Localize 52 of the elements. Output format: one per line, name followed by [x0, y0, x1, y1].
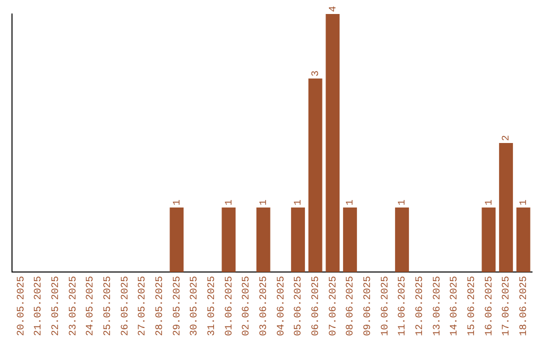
x-tick-label: 04.06.2025: [276, 276, 288, 336]
data-label: 4: [328, 6, 340, 12]
bar: [482, 207, 496, 272]
data-label: 1: [484, 199, 496, 206]
x-tick-label: 31.05.2025: [206, 276, 218, 336]
bar: [499, 142, 513, 272]
data-label: 1: [518, 199, 530, 206]
x-tick-label: 01.06.2025: [224, 276, 236, 336]
x-tick-label: 28.05.2025: [154, 276, 166, 336]
data-label: 1: [224, 199, 236, 206]
data-label: 1: [294, 199, 305, 206]
x-tick-label: 13.06.2025: [432, 276, 444, 336]
bar: [308, 78, 322, 272]
x-tick-label: 11.06.2025: [398, 276, 409, 336]
x-tick-label: 26.05.2025: [120, 276, 132, 336]
bar: [395, 207, 409, 272]
x-tick-label: 27.05.2025: [138, 276, 149, 336]
x-tick-label: 15.06.2025: [466, 276, 478, 336]
data-label: 1: [258, 199, 270, 206]
x-tick-label: 22.05.2025: [50, 276, 62, 336]
x-tick-label: 23.05.2025: [68, 276, 80, 336]
data-label: 1: [346, 199, 357, 206]
x-tick-label: 16.06.2025: [484, 276, 496, 336]
x-tick-label: 09.06.2025: [362, 276, 374, 336]
bar: [222, 207, 236, 272]
x-tick-label: 05.06.2025: [294, 276, 305, 336]
x-tick-label: 02.06.2025: [242, 276, 253, 336]
x-tick-label: 30.05.2025: [190, 276, 201, 336]
x-tick-label: 24.05.2025: [86, 276, 97, 336]
bar: [326, 14, 340, 272]
bar: [256, 207, 270, 272]
x-tick-label: 06.06.2025: [310, 276, 322, 336]
x-tick-label: 17.06.2025: [502, 276, 513, 336]
x-tick-label: 14.06.2025: [450, 276, 461, 336]
bar: [343, 207, 357, 272]
x-tick-label: 08.06.2025: [346, 276, 357, 336]
x-tick-label: 21.05.2025: [34, 276, 45, 336]
bar: [516, 207, 530, 272]
x-tick-label: 29.05.2025: [172, 276, 184, 336]
data-label: 1: [398, 199, 409, 206]
bar: [170, 207, 184, 272]
x-tick-label: 25.05.2025: [102, 276, 114, 336]
data-label: 1: [172, 199, 184, 206]
x-tick-label: 10.06.2025: [380, 276, 392, 336]
x-tick-label: 03.06.2025: [258, 276, 270, 336]
x-tick-label: 07.06.2025: [328, 276, 340, 336]
data-label: 3: [310, 70, 322, 76]
x-tick-label: 18.06.2025: [518, 276, 530, 336]
bar: [291, 207, 305, 272]
data-label: 2: [502, 134, 513, 141]
x-tick-label: 20.05.2025: [16, 276, 28, 336]
x-tick-label: 12.06.2025: [414, 276, 426, 336]
